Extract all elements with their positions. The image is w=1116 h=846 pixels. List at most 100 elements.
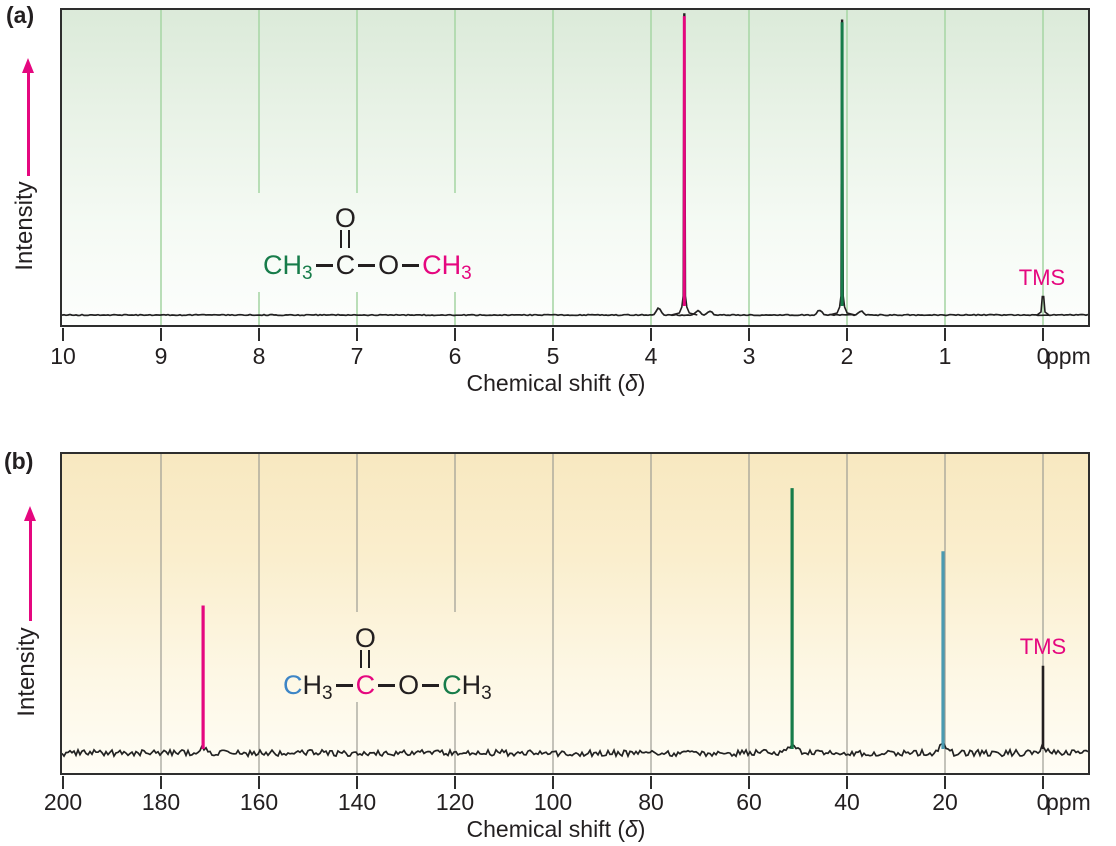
x-tick-label: 2 (840, 343, 854, 369)
x-tick (552, 328, 554, 341)
plot-frame (60, 8, 1090, 327)
spectrum-trace (61, 742, 1089, 759)
x-tick (454, 328, 456, 341)
x-tick-label: 120 (435, 789, 475, 815)
molecule-bond (378, 684, 396, 687)
molecule-subscript: 3 (461, 263, 472, 284)
molecule-bond (315, 264, 333, 267)
molecule-atom: H3 (461, 670, 492, 704)
molecule-atom: H3 (302, 670, 333, 704)
x-tick (846, 328, 848, 341)
ppm-unit-a: ppm (1046, 343, 1091, 369)
y-axis-label-b: Intensity (13, 627, 40, 717)
x-tick (356, 328, 358, 341)
molecule-atom: C (283, 670, 303, 700)
spectrum-svg-b (60, 452, 1090, 775)
x-axis-title-close: ) (637, 370, 646, 396)
intensity-arrow-a (20, 58, 36, 176)
x-tick (62, 776, 64, 789)
x-tick (944, 776, 946, 789)
x-tick-label: 0 (1036, 789, 1050, 815)
x-tick (846, 776, 848, 789)
x-axis-title-close: ) (637, 816, 646, 842)
intensity-arrow-b (22, 506, 38, 621)
structural-formula-a: CH3 C O O CH3 (263, 203, 472, 284)
arrow-up-icon (24, 506, 36, 521)
x-tick (258, 776, 260, 789)
x-tick (62, 328, 64, 341)
x-tick (160, 776, 162, 789)
x-tick (356, 776, 358, 789)
x-tick-label: 160 (239, 789, 279, 815)
double-bond (360, 650, 371, 668)
x-tick-label: 60 (736, 789, 762, 815)
x-tick-label: 40 (834, 789, 860, 815)
molecule-bond (422, 684, 440, 687)
tms-label-b: TMS (1019, 634, 1067, 659)
tms-label-a: TMS (1018, 265, 1066, 290)
ppm-unit-b: ppm (1046, 789, 1091, 815)
plot-area-a: TMS CH3 C O O CH3 (60, 8, 1090, 327)
x-tick-label: 0 (1036, 343, 1050, 369)
plot-frame (60, 452, 1090, 775)
x-tick (1042, 328, 1044, 341)
x-tick-label: 200 (43, 789, 83, 815)
carbonyl-oxygen: O (354, 623, 376, 653)
x-axis-title-text: Chemical shift ( (466, 370, 626, 396)
peak-outline (828, 19, 856, 316)
x-tick (650, 328, 652, 341)
molecule-atom: O (378, 250, 400, 280)
x-tick (552, 776, 554, 789)
x-axis-title-a: Chemical shift (δ) (396, 370, 716, 397)
x-tick-label: 5 (546, 343, 560, 369)
x-tick-label: 100 (533, 789, 573, 815)
plot-area-b: TMS C H3 C O O C H3 (60, 452, 1090, 775)
x-tick-label: 80 (638, 789, 664, 815)
panel-b-label: (b) (4, 448, 34, 474)
x-tick-label: 8 (252, 343, 266, 369)
tms-peak (1036, 295, 1050, 316)
arrow-up-icon (22, 58, 34, 73)
x-tick-label: 180 (141, 789, 181, 815)
structural-formula-b: C H3 C O O C H3 (283, 623, 492, 704)
molecule-atom: O (398, 670, 420, 700)
x-tick-label: 20 (932, 789, 958, 815)
x-tick-label: 3 (742, 343, 756, 369)
molecule-atom: CH3 (263, 250, 313, 284)
carbonyl-oxygen: O (334, 203, 356, 233)
peak-outline (671, 13, 698, 316)
molecule-subscript: 3 (322, 683, 333, 704)
spectrum-trace (61, 307, 1089, 317)
double-bond (340, 230, 351, 248)
x-tick (160, 328, 162, 341)
panel-a-label: (a) (6, 2, 35, 28)
x-tick (454, 776, 456, 789)
x-tick-label: 6 (448, 343, 462, 369)
molecule-bond (335, 684, 353, 687)
molecule-subscript: 3 (481, 683, 492, 704)
molecule-atom: CH3 (422, 250, 472, 284)
molecule-subscript: 3 (302, 263, 313, 284)
x-axis-title-b: Chemical shift (δ) (396, 816, 716, 843)
x-tick (748, 328, 750, 341)
x-tick (258, 328, 260, 341)
x-tick (748, 776, 750, 789)
molecule-atom: C (442, 670, 462, 700)
x-tick (944, 328, 946, 341)
delta-symbol: δ (625, 370, 638, 396)
x-tick-label: 10 (50, 343, 76, 369)
y-axis-label-a: Intensity (11, 181, 38, 271)
x-axis-title-text: Chemical shift ( (466, 816, 626, 842)
x-tick-label: 1 (938, 343, 952, 369)
x-tick-label: 4 (644, 343, 658, 369)
x-tick (1042, 776, 1044, 789)
delta-symbol: δ (625, 816, 638, 842)
arrow-shaft (28, 521, 32, 621)
molecule-bond (402, 264, 420, 267)
x-tick (650, 776, 652, 789)
x-tick-label: 140 (337, 789, 377, 815)
x-tick-label: 9 (154, 343, 168, 369)
